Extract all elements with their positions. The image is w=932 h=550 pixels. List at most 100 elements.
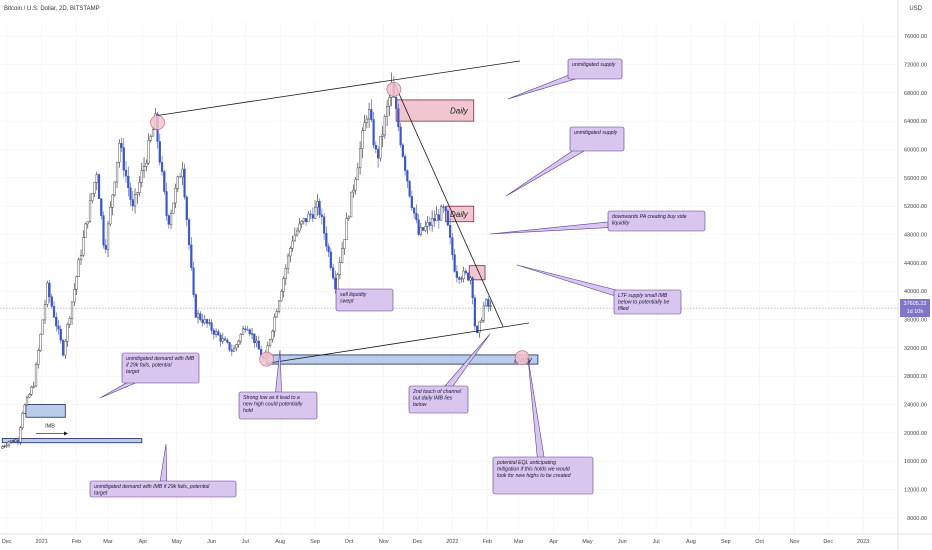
candle-body-192	[433, 218, 436, 221]
candle-body-9	[21, 413, 24, 428]
annotation-text-8: potential EQL anticipating mitigation if …	[496, 460, 572, 479]
candle-body-207	[467, 272, 470, 281]
candle-body-43	[97, 174, 101, 200]
demand-zone-4	[25, 404, 66, 418]
candle-body-104	[235, 344, 238, 349]
candle-body-47	[106, 223, 110, 250]
annotation-text-line: unmitigated supply	[574, 130, 618, 136]
candle-body-130	[293, 234, 296, 242]
last-price-value: 37605.22	[903, 301, 927, 308]
candle-body-127	[286, 255, 290, 269]
candle-body-159	[359, 148, 362, 169]
candle-body-144	[325, 232, 328, 247]
candle-body-124	[280, 291, 283, 302]
candle-body-71	[160, 162, 164, 172]
candle-body-24	[55, 317, 58, 327]
bar-countdown: 1d 10h	[906, 309, 924, 316]
annotation-text-4: sell liquidity swept	[340, 292, 367, 305]
annotation-text-line: Strong low as it lead to a	[243, 395, 300, 401]
candle-body-90	[203, 319, 206, 324]
highlight-circle-2	[386, 81, 402, 97]
candle-body-215	[485, 299, 488, 307]
candle-body-204	[460, 278, 463, 280]
annotation-8: potential EQL anticipating mitigation if …	[492, 357, 594, 495]
candle-body-167	[377, 148, 380, 159]
candle-body-82	[185, 196, 188, 220]
annotation-text-line: new high could potentially	[243, 402, 303, 408]
imb-marker-label: IMB	[45, 424, 55, 430]
candle-body-135	[304, 218, 308, 223]
candle-body-160	[361, 130, 364, 149]
candle-body-81	[183, 168, 186, 198]
annotation-4: sell liquidity swept	[335, 288, 394, 312]
annotation-text-5: unmitigated demand with IMB if 29k fails,…	[126, 356, 195, 375]
candle-body-133	[300, 220, 303, 225]
annotation-text-line: 2nd touch of channel	[412, 389, 462, 395]
y-tick-label-12: 56000.00	[904, 176, 927, 182]
candle-body-84	[190, 244, 193, 268]
candle-body-150	[338, 262, 341, 275]
highlight-circle-3	[514, 350, 530, 366]
candle-body-46	[104, 244, 107, 250]
y-tick-label-10: 48000.00	[904, 233, 927, 239]
candles	[1, 72, 492, 449]
candle-body-88	[199, 313, 202, 320]
candle-body-128	[289, 248, 292, 257]
x-tick-label-16: Apr	[549, 539, 558, 545]
y-tick-label-11: 52000.00	[904, 204, 927, 210]
annotation-box-4	[335, 288, 394, 312]
candle-body-201	[453, 254, 456, 272]
annotation-box-9	[89, 480, 237, 498]
candle-body-48	[109, 207, 112, 225]
x-tick-label-5: May	[171, 539, 182, 545]
candle-body-109	[246, 329, 249, 331]
y-tick-label-1: 12000.00	[904, 488, 927, 494]
candle-body-186	[419, 227, 422, 235]
annotation-text-line: below	[413, 402, 428, 408]
candle-body-74	[167, 215, 170, 225]
candle-body-147	[331, 267, 335, 279]
annotation-box-7	[408, 385, 469, 414]
x-tick-label-15: Mar	[514, 539, 524, 545]
y-tick-label-6: 32000.00	[904, 346, 927, 352]
candle-body-41	[93, 182, 96, 194]
annotation-1: unmitigated supply	[505, 126, 625, 197]
candle-body-123	[277, 300, 281, 312]
candle-body-64	[145, 162, 148, 167]
candle-body-40	[91, 193, 94, 202]
candle-body-196	[442, 206, 445, 208]
candle-body-153	[345, 218, 348, 240]
candle-body-60	[136, 192, 139, 195]
candle-body-35	[79, 255, 83, 260]
y-tick-label-4: 24000.00	[904, 403, 927, 409]
candle-body-51	[115, 161, 119, 183]
candle-body-136	[307, 213, 310, 223]
annotation-9: unmitigated demand with IMB if 29k fails…	[89, 443, 237, 498]
candle-body-77	[174, 188, 177, 204]
annotation-text-line: potential EQL anticipating	[496, 460, 556, 466]
annotation-text-line: target	[126, 369, 140, 375]
annotation-text-6: Strong low as it lead to a new high could…	[243, 395, 303, 414]
candle-body-11	[25, 397, 29, 406]
candle-body-98	[221, 338, 224, 342]
x-tick-label-18: Jun	[618, 539, 627, 545]
candle-body-161	[363, 122, 366, 131]
candle-body-145	[327, 246, 330, 253]
candle-body-158	[356, 167, 359, 180]
annotation-text-line: downwards PA creating buy side	[612, 214, 687, 220]
candle-body-178	[401, 144, 404, 157]
supply-zone-label-1: Daily	[450, 210, 469, 219]
candle-body-25	[57, 325, 60, 330]
candle-body-171	[386, 106, 389, 117]
candle-body-170	[383, 116, 386, 136]
candle-body-31	[70, 301, 74, 319]
candle-body-112	[253, 333, 256, 344]
candle-body-203	[458, 277, 461, 280]
candle-body-199	[449, 225, 452, 238]
candle-body-148	[334, 277, 337, 290]
annotation-text-1: unmitigated supply	[574, 130, 618, 136]
candle-body-195	[440, 206, 443, 221]
annotation-text-line: below to potentially be	[618, 300, 669, 306]
